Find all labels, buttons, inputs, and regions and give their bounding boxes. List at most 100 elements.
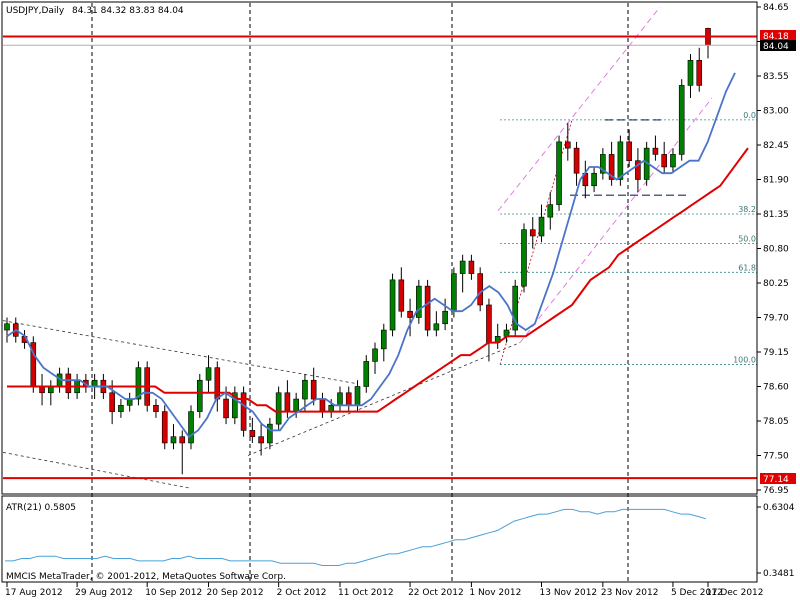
support-tag (760, 473, 796, 484)
resistance-tag (760, 30, 796, 41)
bull-candle (267, 423, 273, 444)
atr-tick-label: 0.3481 (763, 569, 795, 579)
slow-ma-line (7, 147, 749, 413)
bull-candle (459, 260, 466, 274)
bear-candle (258, 436, 264, 444)
moving-averages (6, 72, 749, 438)
y-tick-label: 83.00 (763, 107, 789, 117)
horizontal-levels (3, 35, 757, 480)
bull-candle (380, 329, 387, 350)
bull-candle (600, 154, 606, 174)
bear-candle (153, 405, 159, 412)
bull-candle (521, 229, 527, 287)
bear-candle (240, 392, 247, 431)
x-tick-label: 29 Aug 2012 (75, 588, 133, 598)
support-tag-text: 77.14 (763, 475, 789, 485)
bull-candle (591, 172, 597, 187)
bear-candle (696, 60, 703, 86)
bull-candle (293, 398, 299, 412)
bull-candle (538, 216, 545, 237)
resistance-tag-text: 84.18 (763, 32, 789, 42)
bull-candle (442, 310, 448, 325)
y-tick-label: 79.70 (763, 314, 789, 324)
bear-candle (564, 141, 571, 149)
bear-candle (161, 411, 168, 444)
bull-candle (232, 392, 238, 419)
bull-candle (451, 273, 457, 312)
current-price-tag (760, 40, 796, 51)
bull-candle (188, 411, 194, 444)
bull-candle (670, 154, 676, 168)
fast-ma-line (6, 72, 736, 438)
bear-candle (214, 367, 221, 400)
x-tick-label: 20 Sep 2012 (207, 588, 264, 598)
axes: 84.6584.1083.5583.0082.4581.9081.3580.80… (5, 3, 789, 598)
y-tick-label: 81.35 (763, 210, 789, 220)
bear-candle (468, 260, 475, 274)
bear-candle (65, 373, 72, 394)
bear-candle (573, 147, 580, 174)
symbol-label: USDJPY,Daily (6, 6, 65, 16)
y-tick-label: 78.05 (763, 417, 789, 427)
fib-level-label: 50.0 (738, 234, 756, 243)
bear-candle (652, 147, 659, 155)
bull-candle (196, 379, 203, 412)
y-tick-label: 80.80 (763, 245, 789, 255)
x-tick-label: 5 Dec 2012 (671, 588, 723, 598)
x-tick-label: 23 Nov 2012 (601, 588, 659, 598)
bull-candle (617, 141, 624, 180)
y-tick-label: 79.15 (763, 348, 789, 358)
x-tick-label: 2 Oct 2012 (277, 588, 327, 598)
y-tick-label: 80.25 (763, 279, 789, 289)
bear-candle (486, 304, 492, 343)
y-tick-label: 78.60 (763, 383, 789, 393)
atr-line (5, 508, 707, 566)
x-tick-label: 17 Dec 2012 (706, 588, 764, 598)
pink-channel-lower (519, 97, 713, 343)
atr-label: ATR(21) 0.5805 (6, 503, 76, 513)
bear-candle (398, 279, 405, 312)
up-trendline (247, 342, 521, 456)
bull-candle (4, 323, 10, 331)
bull-candle (687, 60, 694, 86)
bear-candle (477, 273, 483, 306)
bull-candle (205, 367, 212, 381)
y-tick-label: 81.90 (763, 176, 789, 186)
bull-candle (433, 323, 440, 331)
bull-candle (556, 141, 562, 205)
y-tick-label: 77.50 (763, 452, 789, 462)
x-tick-label: 22 Oct 2012 (408, 588, 464, 598)
atr-indicator: 0.6304 0.3481 (5, 503, 795, 579)
atr-tick-label: 0.6304 (763, 503, 795, 513)
bear-candle (249, 430, 256, 437)
bear-candle (626, 141, 632, 161)
pink-channel-upper (497, 6, 661, 212)
bull-candle (389, 279, 396, 331)
bull-candle (135, 367, 142, 400)
bear-candle (310, 379, 317, 400)
bull-candle (302, 379, 308, 400)
bull-candle (416, 285, 422, 318)
bull-candle (118, 405, 124, 412)
bear-candle (635, 160, 641, 180)
x-tick-label: 1 Nov 2012 (469, 588, 521, 598)
bear-candle (179, 436, 186, 444)
ohlc-label: 84.31 84.32 83.83 84.04 (72, 6, 184, 16)
bull-candle (354, 386, 361, 406)
bear-candle (661, 154, 667, 168)
bull-candle (363, 361, 370, 387)
copyright-label: MMCIS MetaTrader, © 2001-2012, MetaQuote… (6, 572, 286, 582)
y-tick-label: 76.95 (763, 486, 789, 496)
current-price-tag-text: 84.04 (763, 42, 789, 52)
bull-candle (337, 392, 343, 406)
candles (4, 27, 711, 475)
x-tick-label: 11 Oct 2012 (338, 588, 394, 598)
bear-candle (223, 398, 229, 419)
down-channel-lower (2, 451, 191, 489)
x-tick-label: 13 Nov 2012 (540, 588, 598, 598)
bull-candle (275, 392, 282, 425)
y-tick-label: 82.45 (763, 141, 789, 151)
bear-candle (284, 392, 291, 412)
x-tick-label: 10 Sep 2012 (145, 588, 202, 598)
